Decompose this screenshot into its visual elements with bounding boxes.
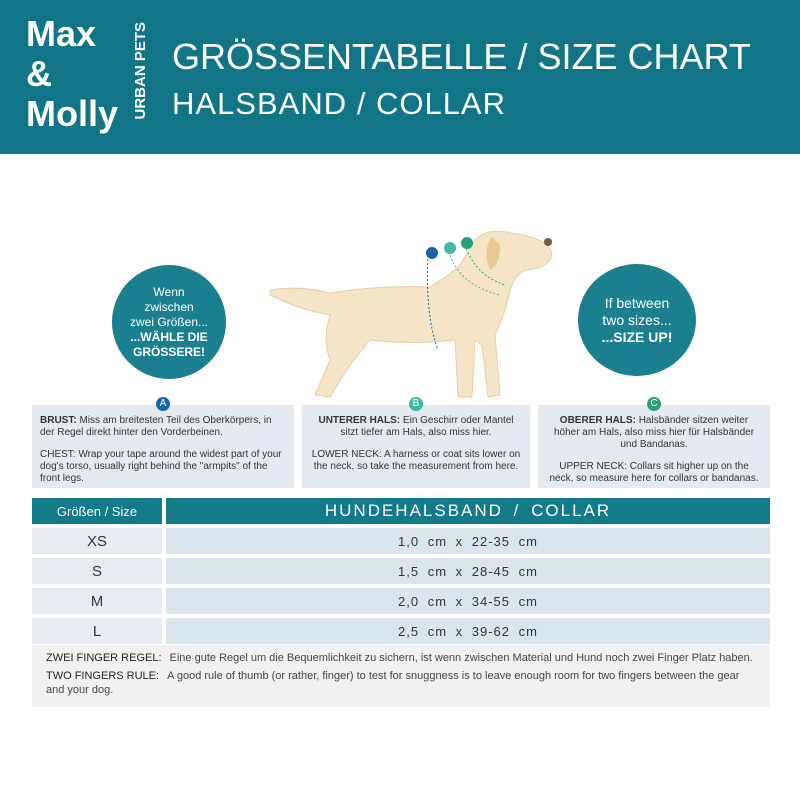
table-row: M 2,0 cm x 34-55 cm [32,588,770,614]
brand-logo: Max & Molly URBAN PETS [26,14,156,140]
dog-illustration [269,230,553,398]
measurement-upper-neck: C OBERER HALS: Halsbänder sitzen weiter … [538,397,770,488]
logo-tagline: URBAN PETS [132,22,149,120]
table-header: Größen / Size HUNDEHALSBAND / COLLAR [32,498,770,524]
size-table: Größen / Size HUNDEHALSBAND / COLLAR XS 1… [32,498,770,648]
table-row: S 1,5 cm x 28-45 cm [32,558,770,584]
measurement-lower-neck: B UNTERER HALS: Ein Geschirr oder Mantel… [302,397,530,488]
logo-wordmark: Max & Molly [26,13,119,134]
marker-b [444,242,456,254]
table-row: XS 1,0 cm x 22-35 cm [32,528,770,554]
badge-a: A [156,397,170,411]
badge-c: C [647,397,661,411]
measurement-chest: A BRUST: Miss am breitesten Teil des Obe… [32,397,294,488]
marker-a [426,247,438,259]
table-row: L 2,5 cm x 39-62 cm [32,618,770,644]
tip-de-circle: Wenn zwischen zwei Größen... ...WÄHLE DIE G… [112,265,226,379]
two-finger-rule: ZWEI FINGER REGEL: Eine gute Regel um die… [32,645,770,707]
marker-c [461,237,473,249]
tip-en-circle: If between two sizes... ...SIZE UP! [578,264,696,376]
page-subtitle: HALSBAND / COLLAR [172,86,506,121]
header: Max & Molly URBAN PETS GRÖSSENTABELLE / SI… [0,0,800,154]
badge-b: B [409,397,423,411]
page-title: GRÖSSENTABELLE / SIZE CHART [172,36,751,77]
